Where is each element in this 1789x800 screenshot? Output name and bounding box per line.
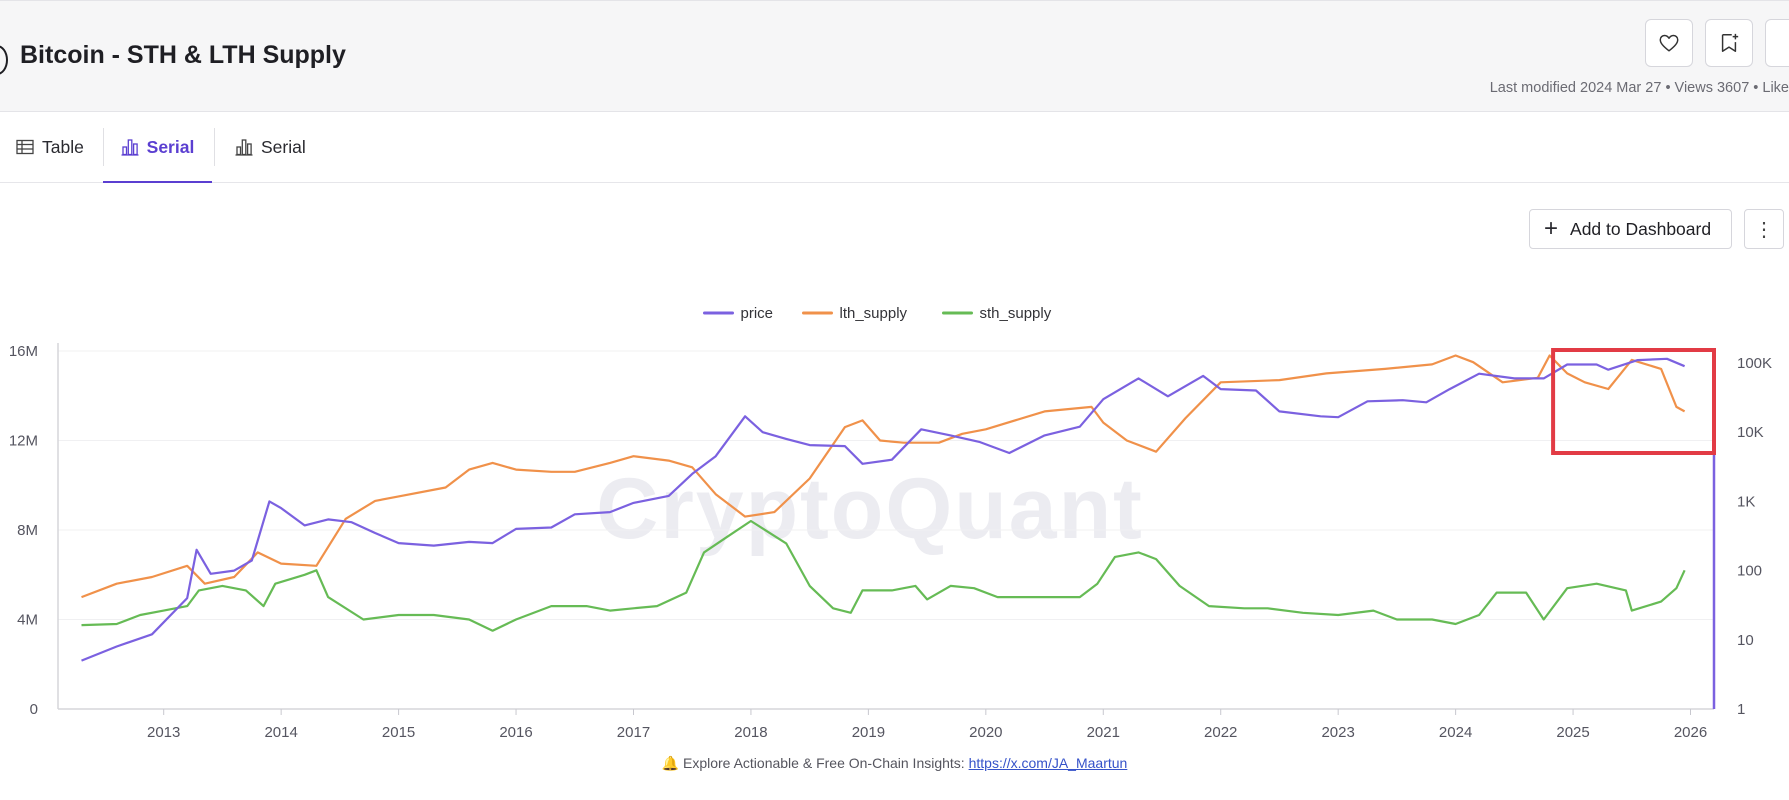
series-line-price	[81, 357, 1686, 662]
tab-table[interactable]: Table	[16, 112, 84, 182]
series-line-sth-supply	[81, 519, 1686, 632]
x-tick-label: 2021	[1087, 724, 1120, 741]
x-tick-label: 2019	[852, 724, 885, 741]
y-left-tick-label: 0	[30, 701, 38, 718]
y-right-tick-label: 10	[1737, 632, 1754, 649]
add-to-dashboard-label: Add to Dashboard	[1570, 218, 1712, 239]
y-right-tick-label: 1K	[1737, 493, 1755, 510]
highlight-box	[1551, 348, 1717, 455]
chart-legend: price lth_supply sth_supply	[703, 305, 1052, 322]
bar-chart-icon	[235, 138, 253, 156]
page-title: Bitcoin - STH & LTH Supply	[20, 41, 346, 69]
x-tick-label: 2018	[734, 724, 767, 741]
chart-overlay	[1551, 348, 1717, 455]
bar-chart-icon	[121, 138, 139, 156]
x-tick-label: 2022	[1204, 724, 1237, 741]
view-tabs: Table Serial Serial	[0, 112, 1789, 183]
series-line-lth-supply	[81, 354, 1686, 599]
x-tick-label: 2023	[1321, 724, 1354, 741]
avatar[interactable]	[0, 45, 8, 75]
add-to-dashboard-button[interactable]: + Add to Dashboard	[1529, 209, 1732, 249]
chart-grid	[58, 350, 1714, 710]
page-header: Bitcoin - STH & LTH Supply Last modified…	[0, 0, 1789, 112]
page-meta: Last modified 2024 Mar 27 • Views 3607 •…	[1489, 80, 1789, 96]
y-right-tick-label: 100	[1737, 563, 1762, 580]
tab-serial-active[interactable]: Serial	[103, 112, 212, 183]
y-right-tick-label: 10K	[1737, 424, 1764, 441]
like-button[interactable]	[1645, 19, 1693, 67]
x-tick-label: 2017	[617, 724, 650, 741]
x-tick-label: 2013	[147, 724, 180, 741]
x-tick-label: 2020	[969, 724, 1002, 741]
heart-icon	[1659, 34, 1679, 52]
tab-label: Table	[42, 136, 84, 157]
y-right-tick-label: 1	[1737, 701, 1745, 718]
bookmark-button[interactable]	[1705, 19, 1753, 67]
y-right-tick-label: 100K	[1737, 355, 1772, 372]
footer-note: 🔔 Explore Actionable & Free On-Chain Ins…	[0, 755, 1789, 772]
bookmark-plus-icon	[1721, 33, 1739, 52]
footer-link[interactable]: https://x.com/JA_Maartun	[968, 755, 1128, 771]
x-tick-label: 2026	[1674, 724, 1707, 741]
x-tick-label: 2015	[382, 724, 415, 741]
x-tick-label: 2024	[1439, 724, 1472, 741]
chart-series	[81, 354, 1686, 662]
vertical-dots-icon: ⋮	[1754, 218, 1774, 241]
tab-serial[interactable]: Serial	[235, 112, 306, 182]
footer-prefix: 🔔 Explore Actionable & Free On-Chain Ins…	[661, 755, 969, 771]
more-options-button[interactable]: ⋮	[1744, 209, 1784, 249]
plus-icon: +	[1544, 215, 1559, 242]
y-left-tick-label: 4M	[17, 612, 38, 629]
x-tick-label: 2014	[264, 724, 297, 741]
tab-label: Serial	[146, 136, 195, 157]
tab-divider	[214, 128, 215, 166]
x-tick-label: 2016	[499, 724, 532, 741]
table-icon	[16, 139, 34, 155]
y-left-tick-label: 8M	[17, 522, 38, 539]
chart-axes: 0 4M 8M 12M 16M 1 10 100 1K 10K 100K 2013 2014 2015 20…	[9, 343, 1772, 741]
x-tick-label: 2025	[1556, 724, 1589, 741]
tab-divider	[103, 128, 104, 166]
share-button[interactable]	[1765, 19, 1789, 67]
chart: CryptoQuant price lth_supply sth_supply 0 4…	[9, 305, 1772, 741]
y-left-tick-label: 16M	[9, 343, 38, 360]
watermark: CryptoQuant	[596, 461, 1144, 557]
legend-label: lth_supply	[840, 305, 908, 322]
legend-label: price	[741, 305, 774, 322]
legend-label: sth_supply	[980, 305, 1052, 322]
tab-label: Serial	[261, 136, 306, 157]
y-left-tick-label: 12M	[9, 433, 38, 450]
